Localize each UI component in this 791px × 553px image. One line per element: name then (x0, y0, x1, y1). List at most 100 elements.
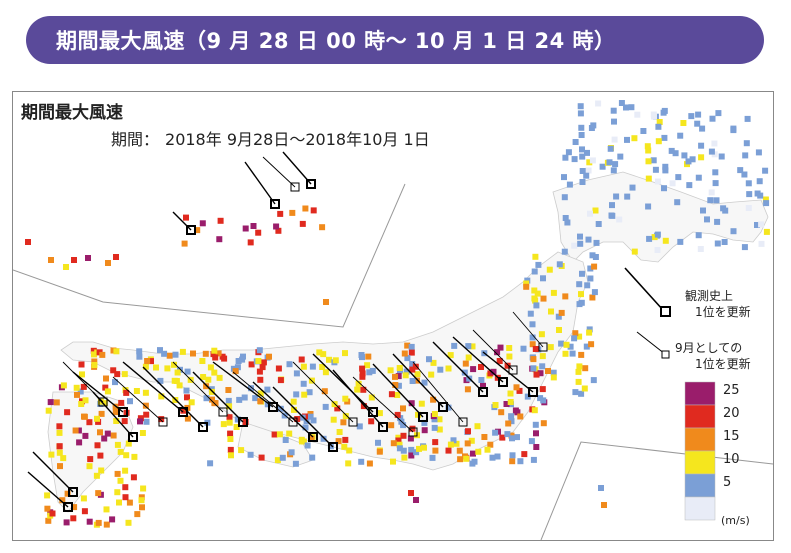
station-marker (712, 169, 719, 176)
station-marker (606, 159, 613, 166)
station-marker (364, 362, 371, 369)
station-marker (744, 115, 751, 122)
station-marker (207, 460, 214, 467)
station-marker (180, 407, 187, 414)
station-marker (227, 436, 234, 442)
station-marker (631, 135, 638, 142)
station-marker (171, 361, 177, 368)
station-marker (654, 247, 661, 253)
station-marker (550, 369, 557, 376)
station-marker (631, 248, 638, 255)
station-marker (508, 418, 515, 425)
station-marker (342, 436, 349, 443)
station-marker (354, 386, 361, 393)
station-marker (404, 342, 411, 349)
station-marker (468, 437, 475, 444)
station-marker (428, 371, 435, 378)
station-marker (212, 354, 219, 361)
station-marker (566, 181, 573, 188)
station-marker (236, 396, 243, 403)
station-marker (121, 418, 128, 425)
record-alltime-marker (328, 442, 338, 452)
station-marker (523, 280, 530, 287)
station-marker (72, 427, 79, 434)
station-marker (547, 344, 554, 351)
station-marker (497, 344, 504, 351)
record-pointer-line (232, 371, 294, 423)
station-marker (498, 409, 505, 416)
period-label: 期間： (111, 130, 160, 149)
station-marker (117, 477, 124, 484)
station-marker (532, 421, 539, 428)
station-marker (540, 397, 547, 404)
station-marker (320, 351, 327, 358)
record-pointer-line (32, 451, 74, 493)
station-marker (445, 404, 452, 411)
station-marker (116, 499, 122, 506)
record-month-marker (290, 182, 300, 192)
record-month-marker (408, 427, 418, 437)
station-marker (506, 345, 513, 351)
station-marker (654, 178, 661, 185)
station-marker (756, 178, 763, 185)
station-marker (64, 409, 71, 416)
station-marker (203, 383, 210, 390)
station-marker (478, 377, 485, 383)
station-marker (561, 248, 568, 255)
station-marker (292, 460, 299, 467)
station-marker (359, 373, 366, 380)
station-marker (79, 371, 85, 378)
station-marker (530, 356, 537, 363)
station-marker (576, 333, 583, 340)
station-marker (110, 432, 117, 439)
station-marker (340, 419, 347, 426)
record-alltime-marker (270, 199, 280, 209)
station-marker (487, 370, 494, 377)
station-marker (228, 452, 234, 459)
station-marker (529, 341, 536, 348)
island-station-marker (71, 257, 77, 263)
station-marker (211, 347, 218, 354)
station-marker (546, 266, 553, 273)
station-marker (388, 422, 395, 429)
island-station-marker (25, 239, 31, 245)
station-marker (572, 330, 579, 337)
record-month-marker (348, 417, 358, 427)
station-marker (669, 180, 676, 187)
station-marker (662, 237, 669, 244)
station-marker (408, 349, 415, 356)
station-marker (91, 358, 98, 365)
station-marker (82, 432, 89, 439)
station-marker (395, 382, 402, 389)
station-marker (138, 497, 145, 504)
record-alltime-marker (118, 407, 128, 417)
station-marker (578, 132, 585, 138)
station-marker (412, 363, 419, 370)
station-marker (675, 174, 682, 181)
station-marker (450, 437, 457, 444)
station-marker (176, 382, 183, 389)
station-marker (430, 396, 437, 403)
station-marker (586, 326, 593, 333)
station-marker (429, 454, 436, 461)
station-marker (227, 430, 234, 437)
station-marker (704, 216, 710, 223)
station-marker (375, 439, 381, 446)
station-marker (77, 388, 84, 395)
station-marker (125, 440, 132, 447)
station-marker (464, 440, 471, 447)
station-marker (104, 430, 111, 437)
legend-scale-label: 15 (723, 429, 740, 444)
station-marker (256, 347, 263, 354)
station-marker (139, 430, 146, 436)
legend-alltime-line (624, 267, 664, 311)
station-marker (517, 413, 524, 420)
station-marker (142, 363, 149, 370)
station-marker (451, 342, 458, 349)
station-marker (75, 427, 82, 434)
station-marker (409, 366, 416, 373)
station-marker (591, 289, 598, 296)
station-marker (421, 427, 428, 434)
legend-scale-label: 10 (723, 452, 740, 467)
legend-alltime-symbol (660, 306, 671, 317)
